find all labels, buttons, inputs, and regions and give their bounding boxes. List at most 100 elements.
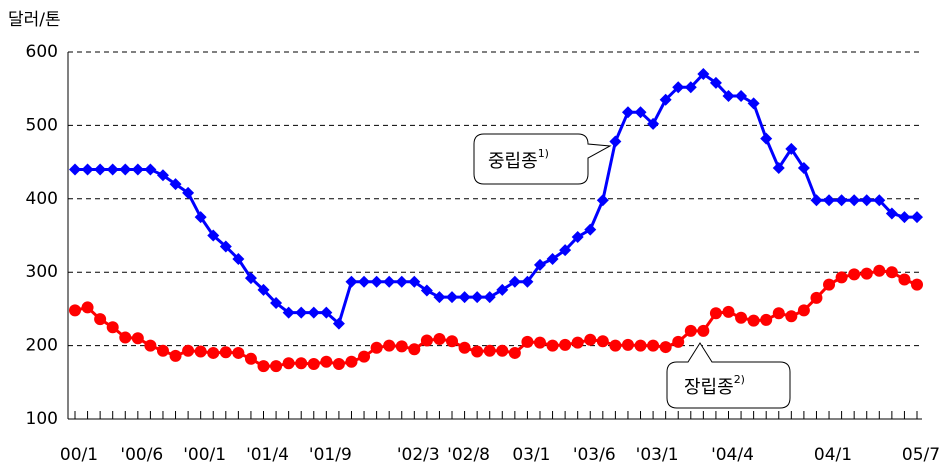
- marker: [621, 106, 634, 119]
- x-tick-label: '01/9: [309, 445, 352, 465]
- marker: [873, 264, 886, 277]
- marker: [270, 297, 283, 310]
- marker: [596, 335, 609, 348]
- marker: [533, 336, 546, 349]
- marker: [119, 331, 132, 344]
- marker: [722, 305, 735, 318]
- annotation: 중립종1): [488, 147, 549, 172]
- x-tick-label: '04/4: [711, 445, 754, 465]
- marker: [257, 283, 270, 296]
- marker: [131, 163, 144, 176]
- marker: [848, 268, 861, 281]
- y-tick-label: 600: [26, 42, 58, 62]
- marker: [332, 357, 345, 370]
- y-tick-label: 200: [26, 336, 58, 356]
- marker: [546, 252, 559, 265]
- x-tick-label: '02/8: [447, 445, 490, 465]
- marker: [772, 161, 785, 174]
- marker: [257, 360, 270, 373]
- marker: [747, 314, 760, 327]
- marker: [244, 272, 257, 285]
- marker: [596, 194, 609, 207]
- marker: [106, 321, 119, 334]
- marker: [358, 275, 371, 288]
- marker: [508, 275, 521, 288]
- marker: [370, 275, 383, 288]
- marker: [433, 332, 446, 345]
- marker: [307, 306, 320, 319]
- marker: [584, 333, 597, 346]
- callout-blue: 중립종1): [473, 133, 612, 185]
- marker: [634, 339, 647, 352]
- annotation-sup: 2): [734, 373, 745, 386]
- marker: [659, 341, 672, 354]
- marker: [433, 291, 446, 304]
- x-tick-label: 05/7: [902, 445, 940, 465]
- marker: [496, 283, 509, 296]
- marker: [332, 317, 345, 330]
- marker: [370, 341, 383, 354]
- marker: [244, 352, 257, 365]
- marker: [898, 211, 911, 224]
- marker: [295, 306, 308, 319]
- marker: [571, 336, 584, 349]
- marker: [169, 349, 182, 362]
- marker: [533, 258, 546, 271]
- marker: [609, 135, 622, 148]
- marker: [873, 194, 886, 207]
- marker: [458, 341, 471, 354]
- x-tick-label: 04/1: [814, 445, 852, 465]
- marker: [735, 90, 748, 103]
- marker: [383, 339, 396, 352]
- marker: [94, 163, 107, 176]
- marker: [156, 344, 169, 357]
- marker: [885, 266, 898, 279]
- marker: [408, 343, 421, 356]
- marker: [345, 355, 358, 368]
- marker: [395, 340, 408, 353]
- y-tick-label: 500: [26, 115, 58, 135]
- marker: [358, 350, 371, 363]
- marker: [747, 97, 760, 110]
- marker: [131, 332, 144, 345]
- marker: [521, 275, 534, 288]
- marker: [584, 223, 597, 236]
- x-tick-label: 00/1: [60, 445, 98, 465]
- marker: [69, 304, 81, 317]
- marker: [684, 324, 697, 337]
- annotation-text: 장립종: [684, 377, 734, 398]
- marker: [119, 163, 132, 176]
- marker: [546, 339, 559, 352]
- marker: [345, 275, 358, 288]
- marker: [835, 194, 848, 207]
- marker: [898, 273, 911, 286]
- marker: [458, 291, 471, 304]
- marker: [270, 360, 283, 373]
- marker: [106, 163, 119, 176]
- marker: [207, 229, 220, 242]
- annotation-text: 중립종: [488, 151, 538, 172]
- marker: [420, 334, 433, 347]
- marker: [709, 76, 722, 89]
- marker: [295, 357, 308, 370]
- annotation-sup: 1): [538, 147, 549, 160]
- marker: [797, 161, 810, 174]
- marker: [282, 357, 295, 370]
- annotation: 장립종2): [684, 373, 745, 398]
- marker: [860, 267, 873, 280]
- marker: [797, 304, 810, 317]
- x-tick-label: '00/1: [183, 445, 226, 465]
- x-tick-label: '03/1: [636, 445, 679, 465]
- marker: [672, 81, 685, 94]
- marker: [810, 194, 823, 207]
- marker: [647, 339, 660, 352]
- x-tick-label: 03/1: [512, 445, 550, 465]
- x-tick-label: '03/6: [573, 445, 616, 465]
- marker: [144, 163, 157, 176]
- marker: [169, 178, 182, 191]
- marker: [559, 338, 572, 351]
- y-tick-label: 400: [26, 189, 58, 209]
- marker: [194, 345, 207, 358]
- marker: [94, 313, 107, 326]
